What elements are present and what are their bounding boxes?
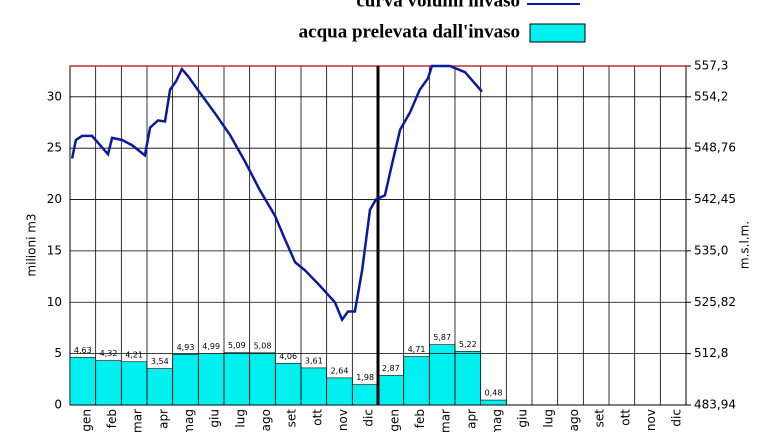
bar-value-label: 4,63 <box>74 346 92 355</box>
bar-value-label: 2,87 <box>382 364 400 373</box>
bar-value-label: 5,08 <box>254 341 272 350</box>
volume-line <box>70 64 483 323</box>
bar <box>172 354 199 406</box>
bar-value-label: 1,98 <box>356 373 374 382</box>
bar <box>69 357 96 406</box>
y2-tick-label: 525,82 <box>694 295 736 309</box>
bar <box>480 399 507 406</box>
y-tick-label: 20 <box>47 192 62 206</box>
y2-tick-label: 512,8 <box>694 346 728 360</box>
x-tick-label: nov <box>644 409 658 431</box>
x-tick-label: lug <box>233 409 247 428</box>
y-tick-label: 30 <box>47 89 62 103</box>
y2-tick-label: 548,76 <box>694 141 736 155</box>
y-axis-title: milioni m3 <box>25 213 39 276</box>
x-tick-label: mar <box>131 409 145 432</box>
legend-bar-swatch <box>529 23 586 43</box>
bar <box>326 377 353 406</box>
x-tick-label: ago <box>567 409 581 431</box>
legend-line-label: curva volumi invaso <box>356 0 520 11</box>
y-tick-label: 15 <box>47 243 62 257</box>
bar-value-label: 4,21 <box>125 350 143 359</box>
y-tick-label: 0 <box>54 398 62 412</box>
x-tick-label: feb <box>105 409 119 428</box>
bar <box>352 384 379 406</box>
y2-axis-title: m.s.l.m. <box>738 221 752 269</box>
bar-value-label: 5,87 <box>433 333 451 342</box>
bar <box>249 352 276 406</box>
bar <box>223 352 250 406</box>
y2-tick-label: 483,94 <box>694 398 736 412</box>
bar-value-label: 5,22 <box>459 340 477 349</box>
x-tick-label: mar <box>439 409 453 432</box>
bar-value-label: 4,71 <box>408 345 426 354</box>
y2-tick-label: 542,45 <box>694 192 736 206</box>
y-tick-label: 10 <box>47 295 62 309</box>
x-tick-label: apr <box>156 409 170 429</box>
x-tick-label: apr <box>464 409 478 429</box>
x-tick-label: mag <box>490 409 504 432</box>
y2-tick-label: 554,2 <box>694 89 728 103</box>
y2-tick-label: 557,3 <box>694 59 728 73</box>
bar <box>377 375 404 406</box>
legend-bar-label: acqua prelevata dall'invaso <box>299 21 520 42</box>
bar <box>403 356 430 406</box>
y2-tick-label: 535,0 <box>694 243 728 257</box>
bar-value-label: 5,09 <box>228 341 246 350</box>
bar-value-label: 4,06 <box>279 352 297 361</box>
bar <box>454 351 481 406</box>
bar <box>275 362 302 406</box>
x-tick-label: ott <box>310 409 324 426</box>
x-tick-label: set <box>593 409 607 428</box>
x-tick-label: set <box>285 409 299 428</box>
bar <box>146 368 173 406</box>
y-tick-label: 5 <box>54 346 62 360</box>
x-tick-label: dic <box>362 409 376 427</box>
x-tick-label: dic <box>670 409 684 427</box>
x-tick-label: mag <box>182 409 196 432</box>
bar-value-label: 3,54 <box>151 357 169 366</box>
bar <box>121 361 148 406</box>
bar-value-label: 3,61 <box>305 356 323 365</box>
bar-value-label: 4,99 <box>202 342 220 351</box>
x-tick-label: giu <box>516 409 530 428</box>
x-tick-label: ott <box>618 409 632 426</box>
bar <box>198 353 225 406</box>
x-tick-label: giu <box>208 409 222 428</box>
x-tick-label: feb <box>413 409 427 428</box>
x-tick-label: lug <box>541 409 555 428</box>
x-tick-label: ago <box>259 409 273 431</box>
y-tick-label: 25 <box>47 141 62 155</box>
bar-value-label: 4,93 <box>177 343 195 352</box>
bar <box>95 360 122 406</box>
bar-value-label: 2,64 <box>331 366 349 375</box>
x-tick-label: gen <box>79 409 93 432</box>
x-tick-label: nov <box>336 409 350 431</box>
bar <box>300 367 327 406</box>
x-tick-label: gen <box>387 409 401 432</box>
bar-value-label: 0,48 <box>485 389 503 398</box>
